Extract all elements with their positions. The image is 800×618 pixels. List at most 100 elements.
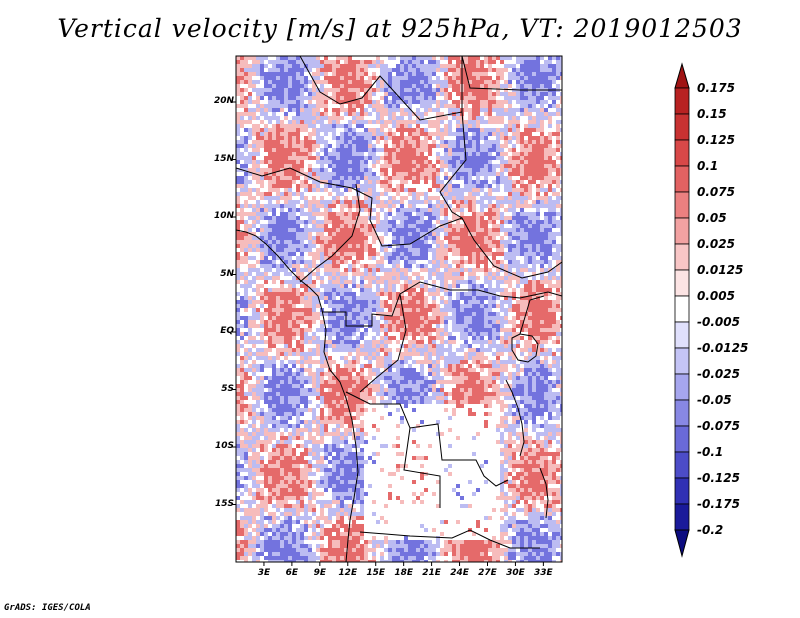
field-cell <box>308 68 312 72</box>
field-cell <box>476 192 480 196</box>
field-cell <box>440 184 444 188</box>
field-cell <box>248 100 252 104</box>
field-cell <box>560 324 562 328</box>
field-cell <box>312 156 316 160</box>
field-cell <box>392 88 396 92</box>
field-cell <box>536 140 540 144</box>
field-cell <box>368 136 372 140</box>
field-cell <box>308 108 312 112</box>
field-cell <box>520 72 524 76</box>
field-cell <box>312 116 316 120</box>
field-cell <box>408 248 412 252</box>
field-cell <box>528 284 532 288</box>
field-cell <box>364 108 368 112</box>
field-cell <box>480 340 484 344</box>
field-cell <box>292 300 296 304</box>
field-cell <box>300 152 304 156</box>
field-cell <box>440 120 444 124</box>
field-cell <box>400 160 404 164</box>
field-cell <box>520 60 524 64</box>
field-cell <box>348 120 352 124</box>
field-cell <box>284 328 288 332</box>
field-cell <box>516 136 520 140</box>
field-cell <box>548 152 552 156</box>
field-cell <box>268 264 272 268</box>
field-cell <box>420 340 424 344</box>
field-cell <box>244 160 248 164</box>
field-cell <box>504 296 508 300</box>
field-cell <box>364 164 368 168</box>
field-cell <box>532 232 536 236</box>
field-cell <box>440 192 444 196</box>
field-cell <box>492 68 496 72</box>
field-cell <box>472 192 476 196</box>
field-cell <box>428 84 432 88</box>
field-cell <box>332 256 336 260</box>
field-cell <box>556 332 560 336</box>
field-cell <box>388 284 392 288</box>
field-cell <box>424 296 428 300</box>
field-cell <box>340 332 344 336</box>
field-cell <box>256 268 260 272</box>
field-cell <box>552 236 556 240</box>
field-cell <box>424 160 428 164</box>
field-cell <box>440 228 444 232</box>
field-cell <box>428 320 432 324</box>
field-cell <box>452 268 456 272</box>
field-cell <box>284 128 288 132</box>
field-cell <box>336 172 340 176</box>
field-cell <box>256 332 260 336</box>
field-cell <box>348 308 352 312</box>
field-cell <box>348 160 352 164</box>
field-cell <box>540 324 544 328</box>
field-cell <box>336 100 340 104</box>
field-cell <box>392 284 396 288</box>
field-cell <box>552 312 556 316</box>
field-cell <box>476 144 480 148</box>
field-cell <box>328 220 332 224</box>
field-cell <box>304 332 308 336</box>
field-cell <box>480 116 484 120</box>
field-cell <box>256 348 260 352</box>
field-cell <box>404 300 408 304</box>
field-cell <box>312 168 316 172</box>
field-cell <box>476 316 480 320</box>
field-cell <box>372 304 376 308</box>
field-cell <box>500 316 504 320</box>
field-cell <box>356 184 360 188</box>
field-cell <box>504 256 508 260</box>
field-cell <box>416 172 420 176</box>
field-cell <box>392 100 396 104</box>
field-cell <box>292 276 296 280</box>
field-cell <box>308 320 312 324</box>
field-cell <box>380 164 384 168</box>
field-cell <box>248 160 252 164</box>
field-cell <box>304 288 308 292</box>
field-cell <box>404 224 408 228</box>
field-cell <box>244 224 248 228</box>
field-cell <box>436 196 440 200</box>
field-cell <box>420 292 424 296</box>
field-cell <box>416 164 420 168</box>
field-cell <box>284 324 288 328</box>
field-cell <box>444 172 448 176</box>
field-cell <box>264 84 268 88</box>
field-cell <box>356 160 360 164</box>
field-cell <box>396 160 400 164</box>
field-cell <box>508 112 512 116</box>
field-cell <box>404 76 408 80</box>
field-cell <box>480 60 484 64</box>
field-cell <box>324 144 328 148</box>
field-cell <box>508 164 512 168</box>
field-cell <box>420 300 424 304</box>
field-cell <box>276 332 280 336</box>
field-cell <box>544 108 548 112</box>
field-cell <box>456 244 460 248</box>
field-cell <box>260 172 264 176</box>
field-cell <box>340 212 344 216</box>
field-cell <box>376 84 380 88</box>
field-cell <box>460 244 464 248</box>
field-cell <box>532 248 536 252</box>
field-cell <box>364 168 368 172</box>
field-cell <box>440 132 444 136</box>
